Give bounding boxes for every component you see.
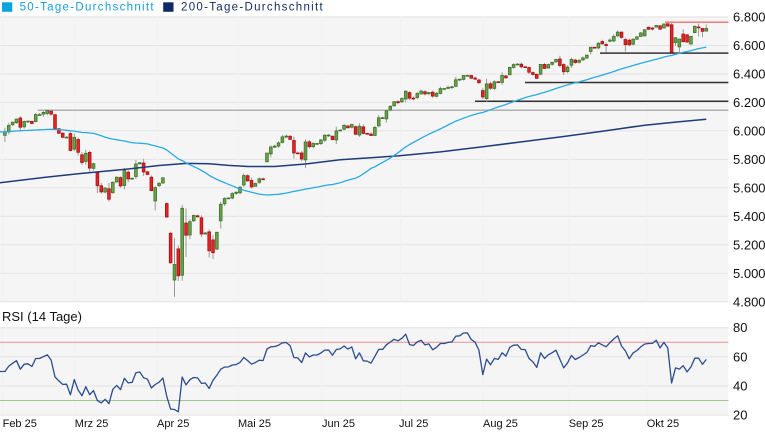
svg-text:5.400: 5.400 — [733, 209, 765, 224]
svg-text:RSI (14 Tage): RSI (14 Tage) — [2, 309, 82, 324]
svg-text:6.000: 6.000 — [733, 123, 765, 138]
svg-text:Mai 25: Mai 25 — [238, 418, 271, 430]
svg-text:Feb 25: Feb 25 — [3, 418, 37, 430]
svg-text:Jul 25: Jul 25 — [399, 418, 428, 430]
svg-text:20: 20 — [733, 408, 747, 423]
svg-text:Apr 25: Apr 25 — [157, 418, 189, 430]
svg-text:6.800: 6.800 — [733, 10, 765, 25]
svg-text:6.600: 6.600 — [733, 38, 765, 53]
svg-text:40: 40 — [733, 379, 747, 394]
svg-text:Sep 25: Sep 25 — [569, 418, 604, 430]
svg-text:5.800: 5.800 — [733, 152, 765, 167]
svg-text:Aug 25: Aug 25 — [483, 418, 518, 430]
svg-text:6.400: 6.400 — [733, 67, 765, 82]
svg-text:80: 80 — [733, 320, 747, 335]
svg-text:50-Tage-Durchschnitt: 50-Tage-Durchschnitt — [20, 2, 155, 14]
svg-text:200-Tage-Durchschnitt: 200-Tage-Durchschnitt — [181, 2, 324, 14]
svg-text:Jun 25: Jun 25 — [322, 418, 355, 430]
svg-text:Okt 25: Okt 25 — [647, 418, 679, 430]
svg-text:5.600: 5.600 — [733, 180, 765, 195]
svg-text:6.200: 6.200 — [733, 95, 765, 110]
svg-text:60: 60 — [733, 349, 747, 364]
svg-text:5.200: 5.200 — [733, 237, 765, 252]
svg-text:4.800: 4.800 — [733, 294, 765, 309]
svg-text:Mrz 25: Mrz 25 — [75, 418, 109, 430]
svg-text:5.000: 5.000 — [733, 266, 765, 281]
